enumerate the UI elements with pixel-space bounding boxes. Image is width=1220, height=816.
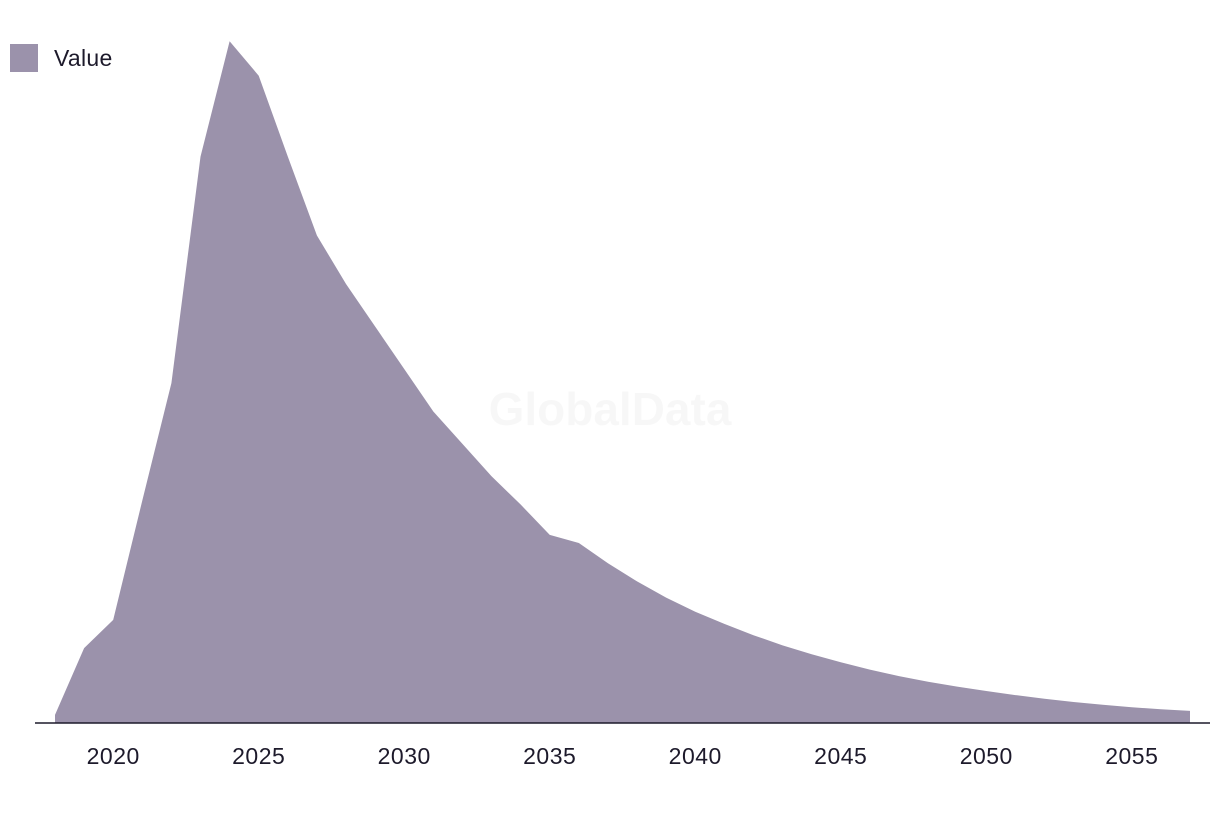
x-tick-label: 2045 bbox=[814, 743, 867, 769]
x-tick-label: 2025 bbox=[232, 743, 285, 769]
x-tick-label: 2035 bbox=[523, 743, 576, 769]
legend: Value bbox=[10, 44, 113, 72]
x-tick-label: 2050 bbox=[960, 743, 1013, 769]
legend-swatch bbox=[10, 44, 38, 72]
area-series-value bbox=[55, 41, 1190, 724]
series-layer bbox=[55, 41, 1190, 724]
x-tick-labels: 2020 2025 2030 2035 2040 2045 2050 2055 bbox=[87, 743, 1158, 769]
x-tick-label: 2030 bbox=[378, 743, 431, 769]
watermark-text: GlobalData bbox=[489, 383, 732, 435]
x-tick-label: 2040 bbox=[669, 743, 722, 769]
x-tick-label: 2055 bbox=[1105, 743, 1158, 769]
x-tick-label: 2020 bbox=[87, 743, 140, 769]
legend-label: Value bbox=[54, 44, 113, 71]
